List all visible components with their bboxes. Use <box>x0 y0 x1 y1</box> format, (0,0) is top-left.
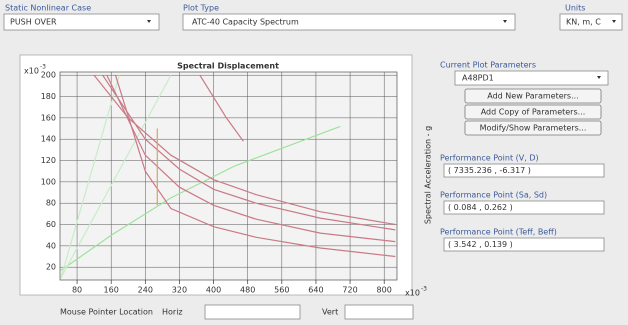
plot-bg <box>59 71 398 281</box>
x-tick-label: 400 <box>206 286 221 295</box>
curve <box>102 74 396 231</box>
y-exponent-power: -3 <box>40 64 46 71</box>
performance-value: ( 7335.236 , -6.317 ) <box>448 166 531 175</box>
params-title: Current Plot Parameters <box>440 61 536 70</box>
x-tick-label: 640 <box>308 286 323 295</box>
x-exponent: x10 <box>405 289 420 298</box>
performance-label: Performance Point (Teff, Beff) <box>440 228 557 237</box>
x-tick-label: 480 <box>240 286 255 295</box>
curve <box>60 74 172 279</box>
y-tick-label: 20 <box>46 263 56 272</box>
case-dropdown[interactable] <box>3 13 160 31</box>
button-label: Modify/Show Parameters... <box>480 124 587 133</box>
button-label: Add New Parameters... <box>487 92 578 101</box>
curve <box>60 75 120 279</box>
button[interactable] <box>464 120 602 136</box>
x-tick-label: 560 <box>274 286 289 295</box>
y-tick-label: 120 <box>41 156 56 165</box>
y-tick-label: 100 <box>41 177 56 186</box>
units-dropdown[interactable] <box>559 13 623 31</box>
x-tick-label: 320 <box>172 286 187 295</box>
x-tick-label: 80 <box>72 286 82 295</box>
y-tick-label: 200 <box>41 71 56 80</box>
dropdown-arrow <box>503 20 507 23</box>
x-tick-label: 240 <box>138 286 153 295</box>
dropdown-arrow <box>612 20 616 23</box>
performance-field <box>443 163 605 178</box>
units-label: Units <box>565 4 585 13</box>
y-tick-label: 180 <box>41 92 56 101</box>
button-label: Add Copy of Parameters... <box>481 108 586 117</box>
performance-field <box>443 200 605 215</box>
plot-area: 20 40 60 80 100 120 140 160 180 200 80 160 240 320 400… <box>41 71 398 295</box>
dropdown-arrow <box>147 20 151 23</box>
button[interactable] <box>464 88 602 104</box>
performance-label: Performance Point (V, D) <box>440 154 539 163</box>
plot-type-value: ATC-40 Capacity Spectrum <box>192 18 299 27</box>
params-selected: A48PD1 <box>462 74 494 83</box>
performance-field <box>443 237 605 252</box>
performance-value: ( 0.084 , 0.262 ) <box>448 203 513 212</box>
performance-value: ( 3.542 , 0.139 ) <box>448 240 513 249</box>
vert-field[interactable] <box>344 304 414 320</box>
case-label: Static Nonlinear Case <box>5 4 91 13</box>
vert-label: Vert <box>322 308 338 317</box>
y-tick-label: 60 <box>46 220 56 229</box>
plot-title: Spectral Displacement <box>177 62 279 71</box>
y-tick-label: 40 <box>46 241 56 250</box>
params-dropdown[interactable] <box>454 70 609 86</box>
case-value: PUSH OVER <box>10 18 57 27</box>
curve <box>199 74 244 142</box>
curve <box>106 74 396 243</box>
x-tick-label: 720 <box>342 286 357 295</box>
curve <box>114 75 396 258</box>
units-value: KN, m, C <box>566 18 601 27</box>
plot-type-label: Plot Type <box>183 4 219 13</box>
dropdown-arrow <box>597 76 601 79</box>
x-tick-label: 800 <box>377 286 392 295</box>
y-tick-label: 80 <box>46 199 56 208</box>
y-tick-label: 160 <box>41 113 56 122</box>
y-tick-label: 140 <box>41 135 56 144</box>
horiz-field[interactable] <box>204 304 301 320</box>
x-tick-label: 160 <box>104 286 119 295</box>
mouse-label: Mouse Pointer Location <box>60 308 153 317</box>
button[interactable] <box>464 104 602 120</box>
x-exponent-power: -3 <box>421 286 427 293</box>
performance-label: Performance Point (Sa, Sd) <box>440 191 547 200</box>
y-exponent: x10 <box>24 67 39 76</box>
horiz-label: Horiz <box>162 308 183 317</box>
curve <box>60 125 341 271</box>
plot-type-dropdown[interactable] <box>182 13 516 31</box>
right-panel: Add New Parameters... Add Copy of Paramet… <box>440 88 605 252</box>
y-axis-label: Spectral Acceleration - g <box>424 126 433 224</box>
